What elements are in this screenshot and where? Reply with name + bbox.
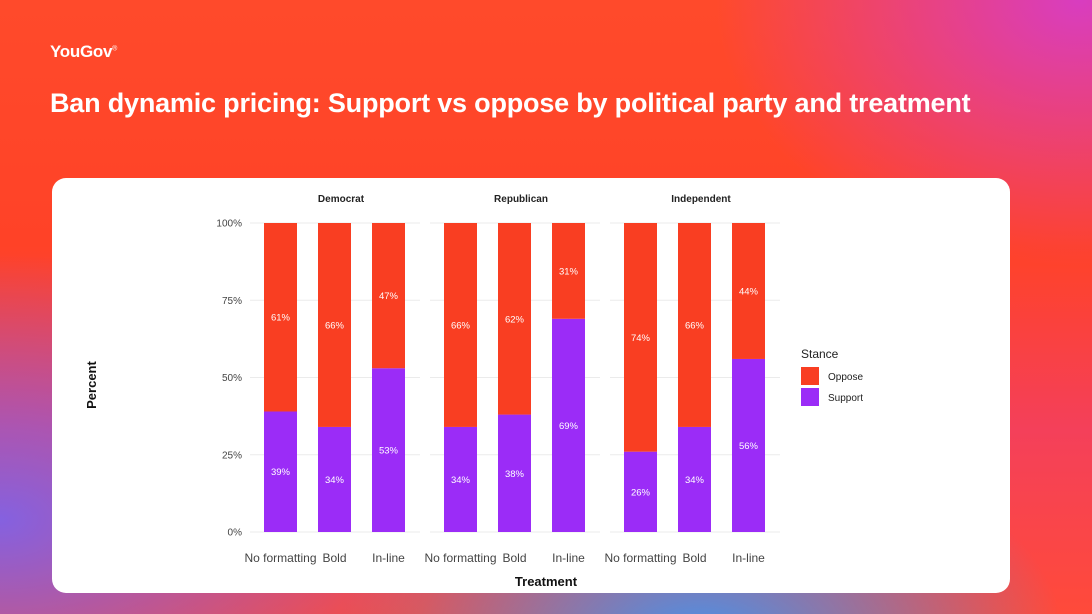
legend-title: Stance <box>801 347 839 361</box>
bar-oppose-independent-2 <box>732 223 765 359</box>
bar-support-independent-2 <box>732 358 765 532</box>
bar-oppose-democrat-0 <box>264 223 297 412</box>
x-axis-title: Treatment <box>515 574 578 589</box>
facet-label-republican: Republican <box>494 194 548 205</box>
data-label-oppose: 66% <box>685 320 705 331</box>
data-label-support: 38% <box>505 469 525 480</box>
legend-swatch-oppose <box>801 367 819 385</box>
x-tick-label: In-line <box>552 551 585 565</box>
data-label-oppose: 66% <box>325 320 345 331</box>
facet-label-democrat: Democrat <box>318 194 365 205</box>
brand-name: YouGov <box>50 42 113 61</box>
x-tick-label: No formatting <box>424 551 496 565</box>
data-label-oppose: 66% <box>451 320 471 331</box>
y-tick-label: 75% <box>222 296 242 307</box>
registered-mark: ® <box>112 45 117 53</box>
data-label-oppose: 62% <box>505 314 525 325</box>
legend-swatch-support <box>801 388 819 406</box>
bar-oppose-republican-2 <box>552 223 585 319</box>
bar-support-democrat-0 <box>264 411 297 532</box>
data-label-support: 56% <box>739 441 759 452</box>
page-title: Ban dynamic pricing: Support vs oppose b… <box>50 88 971 118</box>
facet-label-independent: Independent <box>671 194 731 205</box>
bar-support-republican-1 <box>498 414 531 532</box>
data-label-support: 53% <box>379 446 399 457</box>
bar-support-republican-2 <box>552 318 585 532</box>
bar-support-independent-0 <box>624 451 657 532</box>
legend-label-support: Support <box>828 393 863 404</box>
x-tick-label: No formatting <box>604 551 676 565</box>
data-label-support: 34% <box>685 475 705 486</box>
bar-oppose-republican-1 <box>498 223 531 415</box>
x-tick-label: Bold <box>502 551 526 565</box>
bar-support-independent-1 <box>678 426 711 532</box>
y-axis-title: Percent <box>84 360 99 408</box>
x-tick-label: In-line <box>732 551 765 565</box>
y-tick-label: 0% <box>228 528 243 539</box>
data-label-support: 34% <box>325 475 345 486</box>
legend-label-oppose: Oppose <box>828 372 863 383</box>
data-label-oppose: 74% <box>631 333 651 344</box>
x-tick-label: Bold <box>682 551 706 565</box>
data-label-oppose: 44% <box>739 286 759 297</box>
data-label-oppose: 61% <box>271 313 291 324</box>
yougov-logo: YouGov® <box>50 42 117 62</box>
data-label-oppose: 31% <box>559 266 579 277</box>
bar-oppose-independent-0 <box>624 223 657 452</box>
x-tick-label: In-line <box>372 551 405 565</box>
stacked-bar-chart: 0% 25% 50% 75% 100% Democrat 39% 61% No formatti… <box>84 194 863 589</box>
y-tick-label: 25% <box>222 450 242 461</box>
data-label-support: 26% <box>631 487 651 498</box>
data-label-support: 34% <box>451 475 471 486</box>
data-label-oppose: 47% <box>379 291 399 302</box>
data-label-support: 69% <box>559 421 579 432</box>
y-tick-label: 100% <box>216 219 242 230</box>
bar-support-democrat-1 <box>318 426 351 532</box>
bar-oppose-independent-1 <box>678 223 711 427</box>
chart-card: 0% 25% 50% 75% 100% Democrat 39% 61% No formatti… <box>52 178 1010 593</box>
y-tick-label: 50% <box>222 373 242 384</box>
data-label-support: 39% <box>271 467 291 478</box>
bar-oppose-republican-0 <box>444 223 477 427</box>
x-tick-label: Bold <box>322 551 346 565</box>
bar-support-democrat-2 <box>372 368 405 532</box>
bar-oppose-democrat-1 <box>318 223 351 427</box>
bar-support-republican-0 <box>444 426 477 532</box>
x-tick-label: No formatting <box>244 551 316 565</box>
bar-oppose-democrat-2 <box>372 223 405 369</box>
